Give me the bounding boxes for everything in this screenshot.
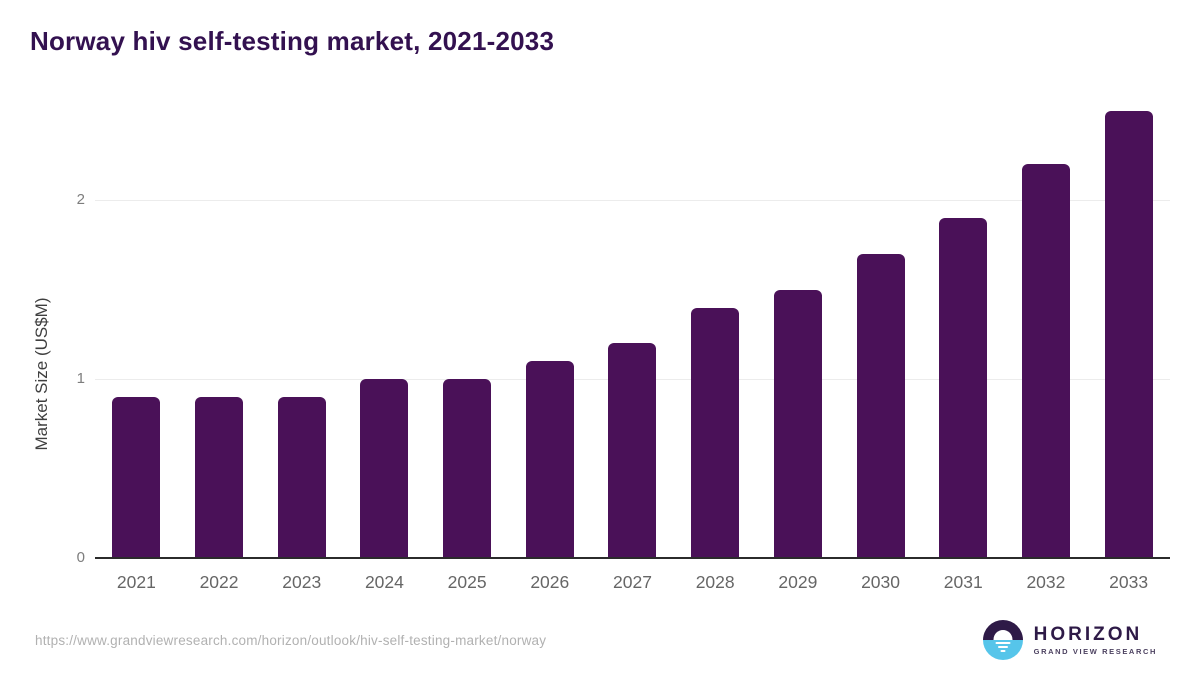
bar-2023[interactable] [277,396,326,558]
bar-slot [757,100,840,558]
horizon-sun-icon [982,620,1023,660]
bar-slot [508,100,591,558]
logo-text: HORIZON GRAND VIEW RESEARCH [1033,623,1157,656]
bar-slot [260,100,343,558]
bar-slot [1087,100,1170,558]
bar-2021[interactable] [112,396,161,558]
bar-2026[interactable] [525,361,574,558]
x-axis-line [95,557,1170,559]
bar-slot [178,100,261,558]
x-tick-label-2030: 2030 [861,572,900,592]
source-url: https://www.grandviewresearch.com/horizo… [35,633,547,648]
bar-slot [674,100,757,558]
bar-slot [1005,100,1088,558]
x-axis-labels: 2021 2022 2023 2024 2025 2026 2027 2028 2029 2030… [95,572,1170,593]
bar-slot [95,100,178,558]
x-tick-label-2025: 2025 [447,572,487,592]
plot-slots [95,100,1170,558]
bar-2031[interactable] [939,218,988,558]
x-tick-label-2032: 2032 [1026,572,1066,592]
x-tick-label-2024: 2024 [364,572,404,592]
bar-2030[interactable] [856,253,905,558]
x-tick-label-2026: 2026 [530,572,570,592]
x-tick-label-2028: 2028 [695,572,735,592]
x-tick-label-2021: 2021 [116,572,156,592]
bar-slot [426,100,509,558]
bar-2028[interactable] [691,307,740,558]
chart-title: Norway hiv self-testing market, 2021-203… [30,26,555,56]
bar-2025[interactable] [443,379,492,558]
bar-2024[interactable] [360,379,409,558]
bar-2022[interactable] [195,396,244,558]
y-tick-label-0: 0 [76,549,85,566]
x-tick-label-2029: 2029 [778,572,818,592]
y-tick-label-1: 1 [76,370,85,388]
bar-2027[interactable] [608,343,657,558]
bar-slot [922,100,1005,558]
chart-area: 0 1 2 [77,100,1170,566]
horizon-logo[interactable]: HORIZON GRAND VIEW RESEARCH [982,620,1157,660]
x-tick-label-2031: 2031 [943,572,983,592]
x-tick-label-2027: 2027 [613,572,652,592]
x-tick-label-2023: 2023 [282,572,322,592]
bar-2033[interactable] [1104,110,1153,558]
bar-2032[interactable] [1021,164,1070,558]
gridline-2 [95,200,1170,202]
x-tick-label-2022: 2022 [199,572,239,592]
x-tick-label-2033: 2033 [1109,572,1149,592]
bar-2029[interactable] [773,289,822,558]
bar-slot [839,100,922,558]
y-tick-label-2: 2 [76,191,85,209]
bar-slot [343,100,426,558]
logo-subtext: GRAND VIEW RESEARCH [1033,646,1157,656]
bar-slot [591,100,674,558]
logo-brand: HORIZON [1033,623,1143,645]
